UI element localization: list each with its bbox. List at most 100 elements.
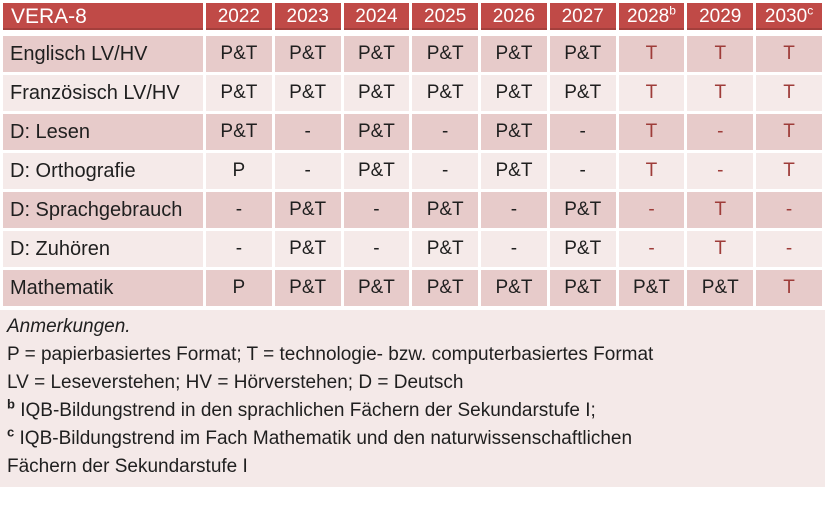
- col-header-2026: 2026: [481, 3, 547, 33]
- cell: P&T: [687, 270, 754, 306]
- cell: P&T: [412, 270, 479, 306]
- cell: T: [756, 153, 822, 189]
- cell: T: [756, 36, 822, 72]
- notes-section: Anmerkungen. P = papierbasiertes Format;…: [0, 310, 825, 487]
- cell: -: [756, 231, 822, 267]
- cell: P&T: [206, 75, 272, 111]
- cell: P&T: [549, 36, 616, 72]
- row-label: D: Sprachgebrauch: [3, 192, 203, 228]
- table-row-d-lesen: D: Lesen P&T - P&T - P&T - T - T: [3, 114, 822, 150]
- year-label: 2028: [626, 5, 670, 27]
- col-header-2027: 2027: [549, 3, 616, 33]
- cell: -: [618, 192, 685, 228]
- col-header-2025: 2025: [412, 3, 479, 33]
- footnote-c-marker: c: [7, 424, 15, 440]
- cell: P&T: [412, 231, 479, 267]
- cell: P&T: [274, 75, 341, 111]
- footnote-marker-b: b: [669, 3, 676, 18]
- cell: T: [687, 192, 754, 228]
- col-header-2023: 2023: [274, 3, 341, 33]
- cell: -: [343, 192, 410, 228]
- cell: T: [618, 75, 685, 111]
- cell: P&T: [343, 270, 410, 306]
- col-header-2024: 2024: [343, 3, 410, 33]
- cell: P&T: [343, 153, 410, 189]
- table-row-englisch: Englisch LV/HV P&T P&T P&T P&T P&T P&T T…: [3, 36, 822, 72]
- vera8-schedule-table: VERA-8 2022 2023 2024 2025 2026 2027 202…: [3, 3, 822, 306]
- table-header-row: VERA-8 2022 2023 2024 2025 2026 2027 202…: [3, 3, 822, 33]
- footnote-b-text: IQB-Bildungstrend in den sprachlichen Fä…: [20, 400, 596, 421]
- year-label: 2025: [424, 5, 467, 27]
- footnote-marker-c: c: [807, 3, 814, 18]
- cell: T: [618, 36, 685, 72]
- cell: T: [756, 75, 822, 111]
- cell: -: [481, 192, 547, 228]
- cell: -: [687, 114, 754, 150]
- cell: -: [412, 153, 479, 189]
- cell: -: [274, 153, 341, 189]
- cell: T: [756, 270, 822, 306]
- cell: P&T: [549, 270, 616, 306]
- year-label: 2030: [764, 5, 808, 27]
- cell: P&T: [274, 270, 341, 306]
- note-format-legend: P = papierbasiertes Format; T = technolo…: [7, 344, 654, 365]
- cell: -: [756, 192, 822, 228]
- cell: T: [618, 153, 685, 189]
- table-row-mathematik: Mathematik P P&T P&T P&T P&T P&T P&T P&T…: [3, 270, 822, 306]
- row-label: Mathematik: [3, 270, 203, 306]
- year-label: 2026: [492, 5, 536, 27]
- cell: -: [549, 153, 616, 189]
- cell: T: [687, 75, 754, 111]
- cell: -: [549, 114, 616, 150]
- year-label: 2024: [355, 5, 398, 27]
- row-label: D: Lesen: [3, 114, 203, 150]
- footnote-c-continuation: Fächern der Sekundarstufe I: [7, 456, 248, 477]
- cell: P&T: [549, 231, 616, 267]
- footnote-b: b IQB-Bildungstrend in den sprachlichen …: [7, 397, 817, 425]
- year-label: 2029: [699, 5, 742, 27]
- cell: -: [481, 231, 547, 267]
- cell: P&T: [549, 192, 616, 228]
- year-label: 2023: [286, 5, 329, 27]
- cell: -: [206, 192, 272, 228]
- cell: P&T: [206, 114, 272, 150]
- cell: P&T: [274, 192, 341, 228]
- cell: P&T: [343, 36, 410, 72]
- cell: P&T: [618, 270, 685, 306]
- table-row-d-orthografie: D: Orthografie P - P&T - P&T - T - T: [3, 153, 822, 189]
- col-header-2028: 2028b: [618, 3, 685, 33]
- year-label: 2022: [217, 5, 261, 27]
- cell: -: [343, 231, 410, 267]
- cell: -: [274, 114, 341, 150]
- cell: P&T: [549, 75, 616, 111]
- cell: T: [756, 114, 822, 150]
- table-row-d-sprachgebrauch: D: Sprachgebrauch - P&T - P&T - P&T - T …: [3, 192, 822, 228]
- row-label: Englisch LV/HV: [3, 36, 203, 72]
- cell: P&T: [481, 153, 547, 189]
- notes-heading: Anmerkungen.: [7, 316, 131, 337]
- cell: -: [206, 231, 272, 267]
- cell: P&T: [274, 231, 341, 267]
- cell: P&T: [412, 75, 479, 111]
- table-title: VERA-8: [3, 3, 203, 33]
- cell: P&T: [343, 75, 410, 111]
- cell: P&T: [481, 270, 547, 306]
- cell: P&T: [412, 192, 479, 228]
- cell: P&T: [481, 114, 547, 150]
- table-row-franzoesisch: Französisch LV/HV P&T P&T P&T P&T P&T P&…: [3, 75, 822, 111]
- cell: P&T: [481, 75, 547, 111]
- row-label: D: Zuhören: [3, 231, 203, 267]
- footnote-c: c IQB-Bildungstrend im Fach Mathematik u…: [7, 425, 817, 453]
- cell: -: [412, 114, 479, 150]
- cell: -: [687, 153, 754, 189]
- table-row-d-zuhoeren: D: Zuhören - P&T - P&T - P&T - T -: [3, 231, 822, 267]
- cell: T: [687, 36, 754, 72]
- cell: T: [687, 231, 754, 267]
- cell: P: [206, 270, 272, 306]
- col-header-2030: 2030c: [756, 3, 822, 33]
- year-label: 2027: [561, 5, 604, 27]
- col-header-2022: 2022: [206, 3, 272, 33]
- cell: P: [206, 153, 272, 189]
- row-label: Französisch LV/HV: [3, 75, 203, 111]
- note-abbreviation-legend: LV = Leseverstehen; HV = Hörverstehen; D…: [7, 372, 464, 393]
